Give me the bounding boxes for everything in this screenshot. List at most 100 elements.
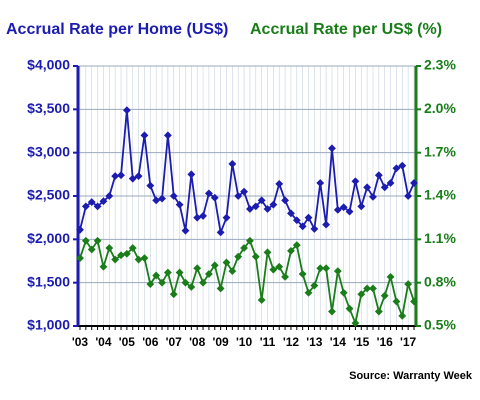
x-tick-label: '04 (95, 335, 112, 349)
x-tick-label: '08 (189, 335, 206, 349)
series-marker (187, 283, 196, 291)
y-tick-label: $1,500 (27, 273, 70, 289)
series-marker (251, 252, 260, 261)
series-marker (76, 225, 84, 234)
series-marker (134, 172, 143, 180)
source: Source: Warranty Week (349, 370, 473, 382)
series-marker (216, 228, 225, 237)
series-marker (222, 258, 231, 267)
series-marker (386, 272, 395, 281)
y-tick-label: $2,000 (27, 230, 70, 246)
series-marker (181, 226, 190, 235)
series-marker (99, 262, 108, 271)
series-marker (322, 264, 331, 273)
x-tick-label: '09 (213, 335, 230, 349)
x-tick-label: '03 (72, 335, 89, 349)
series-marker (287, 246, 295, 255)
series-marker (87, 198, 96, 206)
series-marker (322, 220, 331, 229)
series-marker (87, 245, 96, 254)
y-tick-label: $3,500 (27, 100, 70, 116)
y-tick-label: $4,000 (27, 57, 70, 73)
series-marker (281, 272, 289, 281)
series-marker (339, 288, 348, 297)
series-marker (328, 144, 336, 153)
series-marker (146, 280, 155, 289)
series-marker (210, 193, 219, 202)
series-marker (140, 254, 149, 263)
x-tick-label: '15 (353, 335, 370, 349)
y2-tick-label: 2.3% (424, 57, 456, 73)
series-marker (158, 194, 166, 203)
series-marker (128, 244, 137, 252)
series-marker (117, 251, 125, 260)
y2-tick-label: 2.0% (424, 100, 456, 116)
series-marker (351, 319, 360, 328)
series-marker (134, 255, 143, 264)
series-marker (122, 106, 131, 115)
series-marker (374, 171, 383, 180)
series-marker (275, 262, 284, 271)
series-marker (345, 207, 354, 216)
y2-tick-label: 1.1% (424, 230, 456, 246)
series-line (79, 238, 415, 327)
series-marker (263, 248, 272, 257)
series-marker (398, 161, 407, 170)
series-marker (228, 160, 237, 168)
series-marker (316, 179, 325, 187)
series-marker (193, 264, 202, 273)
series-marker (369, 192, 377, 201)
series-marker (304, 288, 313, 297)
series-marker (292, 241, 301, 250)
series-marker (111, 255, 120, 264)
series-marker (105, 192, 114, 200)
series-marker (111, 172, 120, 180)
series-marker (292, 216, 301, 225)
series-marker (169, 192, 178, 200)
y-tick-label: $3,000 (27, 143, 70, 159)
series-marker (210, 261, 219, 270)
series-marker (251, 202, 260, 211)
chart-title: Accrual Rate per Home (US$) (6, 21, 228, 38)
y2-tick-label: 1.7% (424, 143, 456, 159)
series-marker (410, 179, 418, 187)
series-marker (363, 183, 372, 192)
x-tick-label: '16 (377, 335, 394, 349)
series-marker (205, 270, 213, 278)
series-marker (228, 267, 237, 276)
series-marker (234, 252, 243, 261)
x-tick-label: '10 (236, 335, 253, 349)
series-marker (298, 222, 307, 231)
series-marker (410, 297, 418, 306)
series-marker (287, 209, 295, 218)
series-marker (398, 311, 407, 320)
series-marker (392, 297, 401, 306)
series-marker (369, 284, 377, 293)
x-tick-label: '06 (142, 335, 159, 349)
y-tick-label: $1,000 (27, 317, 70, 333)
series-marker (93, 236, 102, 245)
x-tick-label: '05 (119, 335, 136, 349)
series-marker (380, 183, 389, 192)
series-marker (246, 236, 254, 245)
series-marker (181, 278, 190, 287)
series-marker (93, 202, 102, 211)
series-marker (357, 290, 366, 299)
series-marker (234, 192, 243, 200)
series-marker (81, 236, 90, 245)
series-marker (205, 189, 213, 198)
series-marker (310, 281, 319, 290)
series-marker (240, 187, 248, 196)
series-marker (175, 268, 184, 277)
series-marker (404, 192, 413, 200)
series-marker (304, 213, 313, 222)
series-marker (357, 202, 366, 211)
series-marker (76, 254, 84, 263)
series-marker (333, 267, 342, 276)
x-tick-label: '12 (283, 335, 300, 349)
series-marker (257, 296, 266, 304)
series-marker (81, 202, 90, 211)
series-marker (345, 304, 354, 313)
series-marker (328, 307, 336, 316)
